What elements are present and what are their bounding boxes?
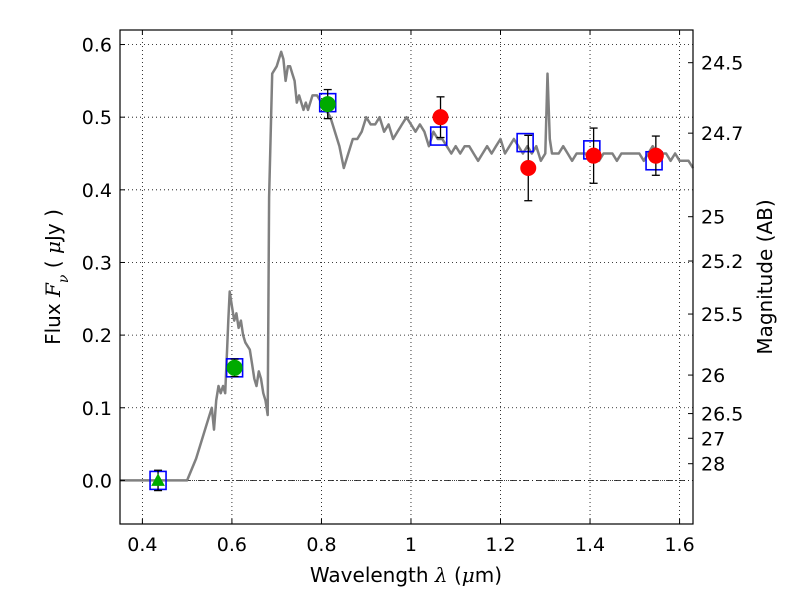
y2-tick-label: 25.2 [701,251,743,273]
x-tick-label: 1.2 [485,534,515,556]
x-tick-label: 0.6 [217,534,247,556]
y-tick-label: 0.5 [82,107,112,129]
model-band-box [429,126,448,146]
observed-red-point [585,147,602,164]
y2-tick-label: 27 [701,428,725,450]
y-tick-label: 0.6 [82,35,112,57]
y-tick-label: 0.0 [82,470,112,492]
observed-green-point [226,359,243,376]
x-tick-label: 1.6 [664,534,694,556]
y2-tick-label: 28 [701,454,725,476]
observed-red-point [432,109,449,126]
observed-green-point [319,96,336,113]
model-band-box [516,132,534,153]
observed-red-point [520,160,537,177]
y2-tick-label: 25.5 [701,304,743,326]
x-tick-label: 1.4 [575,534,605,556]
y2-axis-title: Magnitude (AB) [753,199,777,354]
y2-tick-label: 25 [701,207,725,229]
y-tick-label: 0.2 [82,325,112,347]
data-layer [120,50,695,492]
y2-tick-label: 24.5 [701,53,743,75]
observed-triangle-point [151,473,165,486]
y-axis-title: Flux Fν ( μJy ) [41,209,72,345]
ticks: 0.4 0.6 0.8 1 1.2 1.4 1.6 0.0 0.1 0.2 0.3 0.4 0.5 0.6… [82,30,743,556]
observed-red-point [647,147,664,164]
y-tick-label: 0.3 [82,252,112,274]
x-tick-label: 0.8 [306,534,336,556]
x-tick-label: 0.4 [127,534,157,556]
y2-tick-label: 26 [701,365,725,387]
y-tick-label: 0.4 [82,180,112,202]
x-tick-label: 1 [405,534,417,556]
y-tick-label: 0.1 [82,398,112,420]
plot-frame [119,29,694,525]
y2-tick-label: 26.5 [701,404,743,426]
y2-tick-label: 24.7 [701,123,743,145]
x-axis-title: Wavelength λ (μm) [310,563,502,587]
